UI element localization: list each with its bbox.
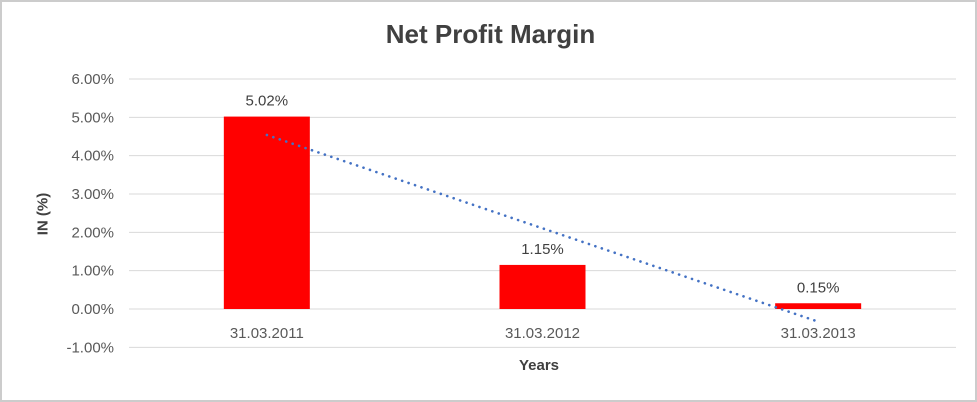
bar-value-label: 5.02% (246, 93, 289, 110)
bar-31-03-2012 (499, 264, 586, 309)
x-tick-label: 31.03.2013 (781, 325, 856, 342)
y-tick-label: 4.00% (71, 148, 114, 165)
x-axis-title: Years (518, 357, 560, 374)
y-tick-label: 0.00% (71, 301, 114, 318)
x-tick-label: 31.03.2012 (505, 325, 580, 342)
y-tick-label: 1.00% (71, 263, 114, 280)
y-tick-label: 5.00% (71, 109, 114, 126)
bar-31-03-2013 (775, 303, 862, 309)
y-tick-label: 2.00% (71, 224, 114, 241)
y-tick-label: 6.00% (71, 71, 114, 88)
y-tick-label: -1.00% (66, 339, 114, 356)
bar-value-label: 1.15% (521, 241, 564, 258)
y-tick-label: 3.00% (71, 186, 114, 203)
bar-31-03-2011 (223, 116, 310, 309)
x-tick-label: 31.03.2011 (230, 325, 304, 342)
bar-value-label: 0.15% (797, 279, 840, 296)
chart-title: Net Profit Margin (385, 19, 596, 49)
